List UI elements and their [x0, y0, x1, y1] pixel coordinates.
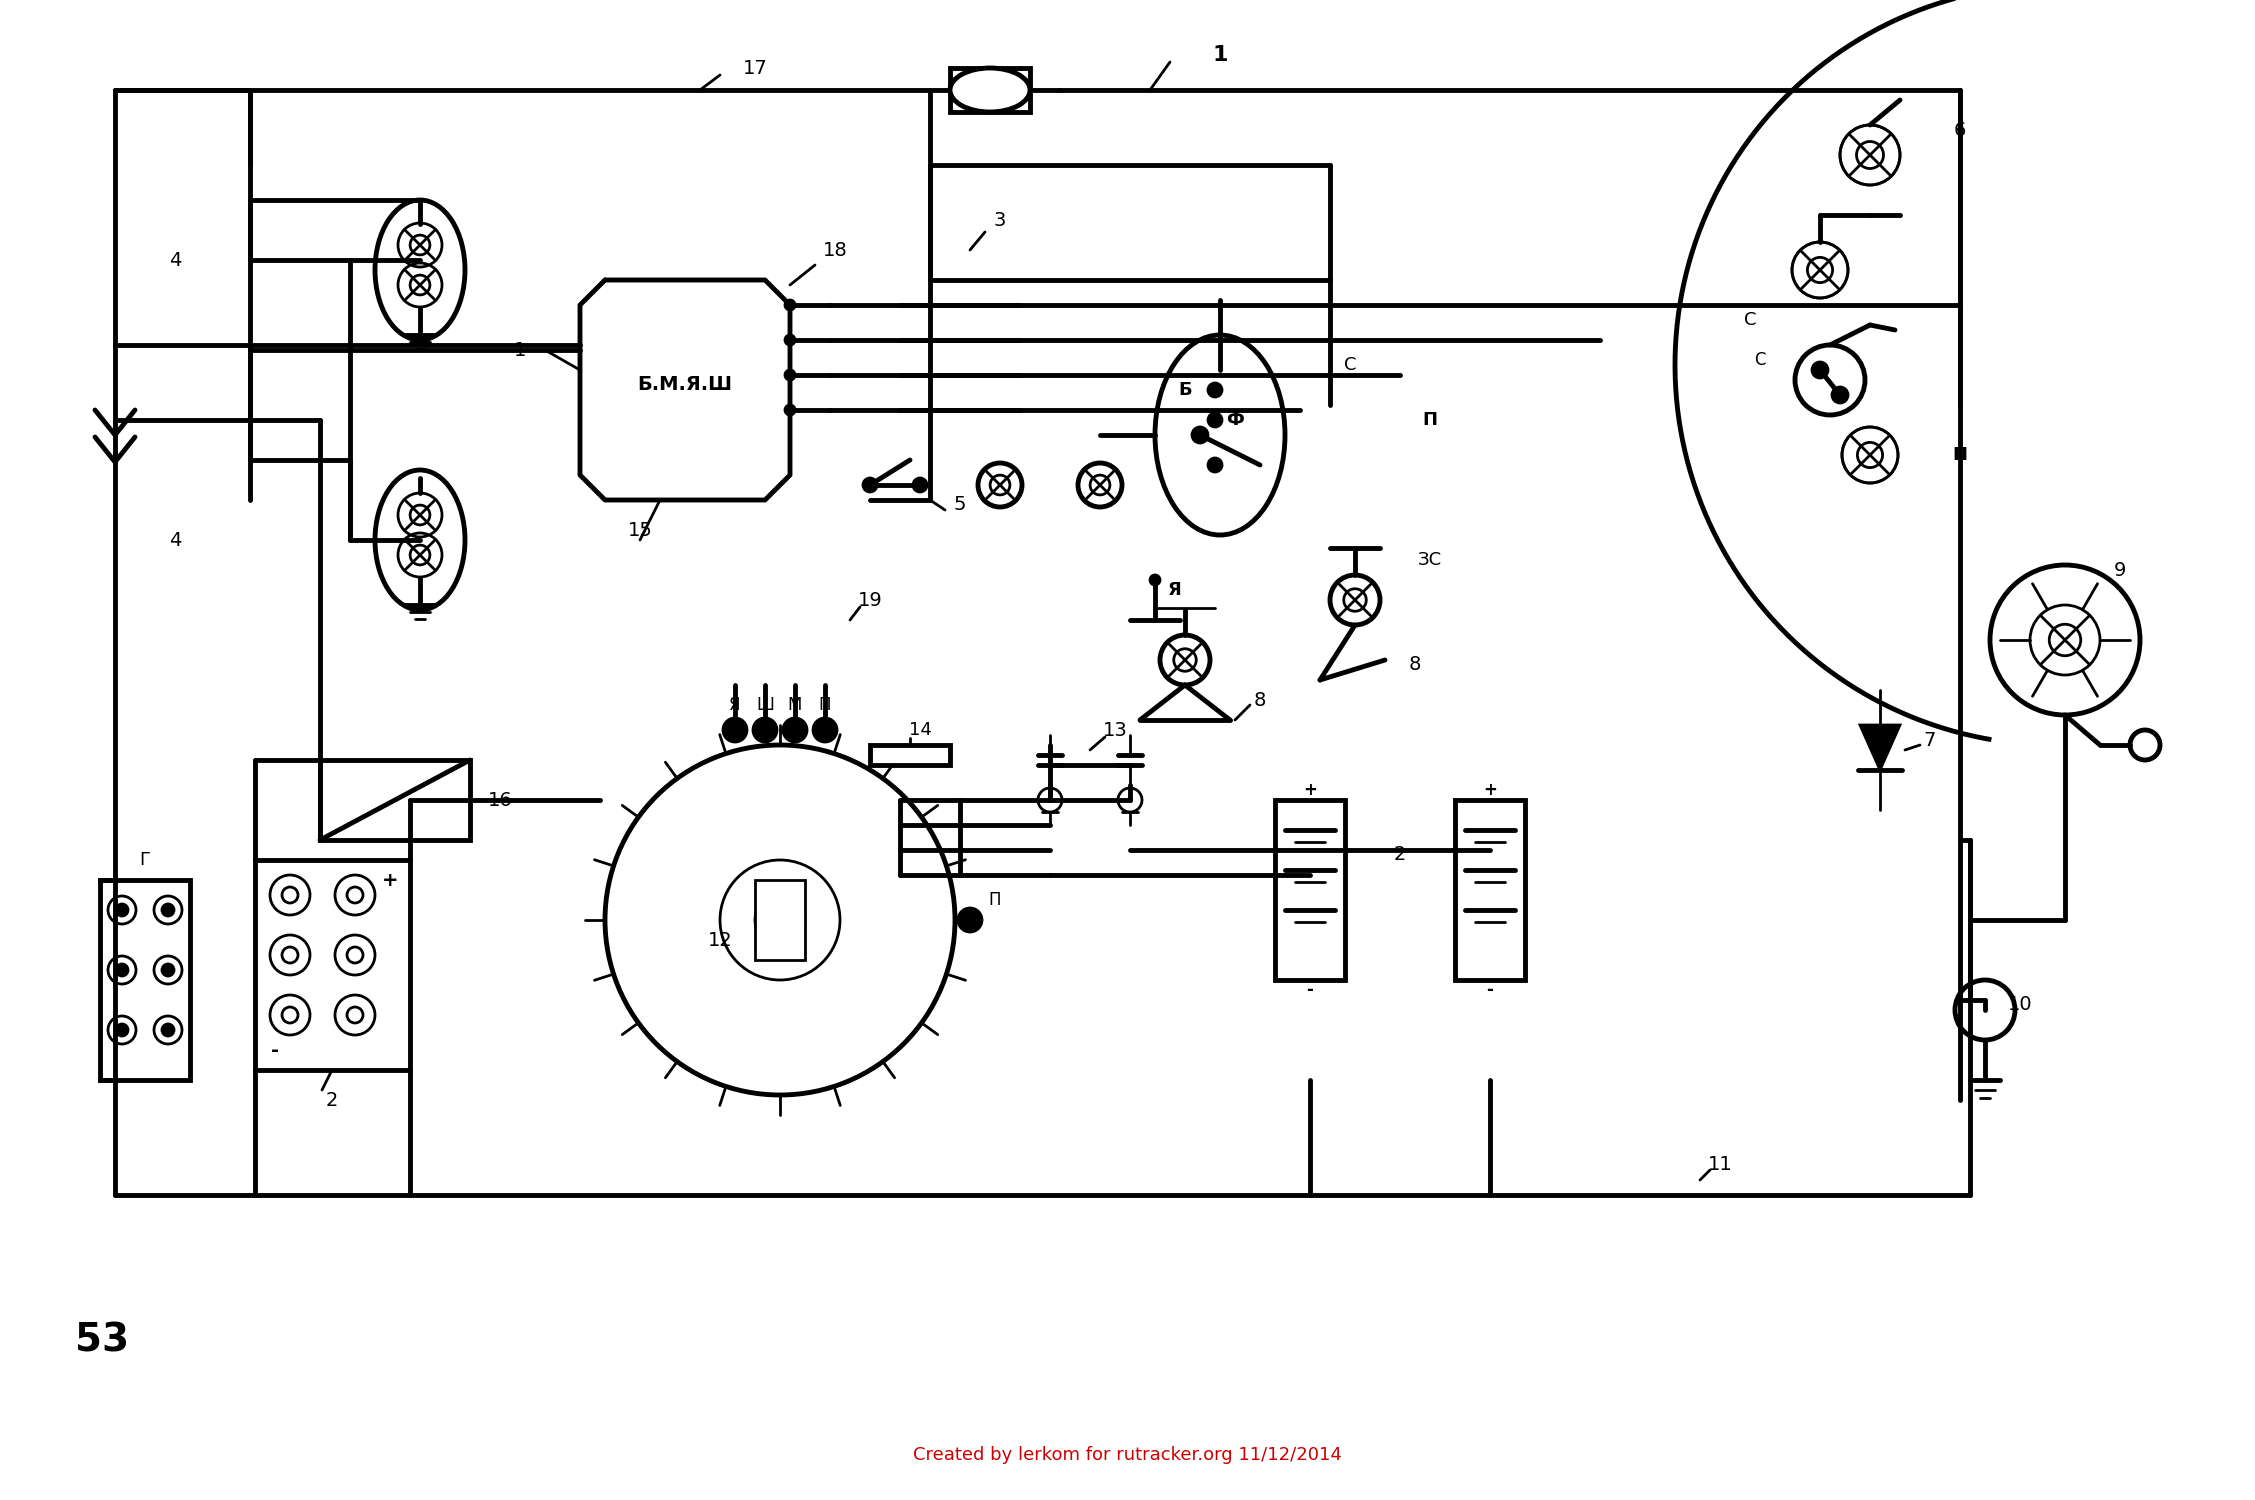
Text: Я: Я	[728, 696, 740, 714]
Text: 17: 17	[742, 58, 767, 78]
Text: 8: 8	[1409, 656, 1421, 675]
Text: П: П	[819, 696, 832, 714]
Circle shape	[753, 718, 778, 742]
Text: 5: 5	[954, 495, 965, 514]
Text: П: П	[1423, 411, 1436, 429]
Text: 1: 1	[1213, 45, 1227, 64]
Text: Б.М.Я.Ш: Б.М.Я.Ш	[638, 375, 733, 394]
Circle shape	[814, 718, 837, 742]
Circle shape	[1150, 574, 1159, 585]
Text: 18: 18	[823, 240, 848, 260]
Circle shape	[724, 718, 746, 742]
Circle shape	[1813, 362, 1829, 378]
Circle shape	[115, 1024, 129, 1036]
Text: -: -	[1306, 981, 1312, 999]
Text: П: П	[988, 891, 1001, 909]
Text: ЗС: ЗС	[1418, 550, 1441, 568]
Circle shape	[782, 718, 807, 742]
Text: 10: 10	[2007, 996, 2032, 1014]
Text: 13: 13	[1103, 720, 1128, 740]
Text: 6: 6	[1953, 120, 1966, 140]
Text: 14: 14	[909, 722, 931, 740]
Bar	[320, 760, 469, 840]
Text: 3: 3	[994, 210, 1006, 230]
Text: Ш: Ш	[755, 696, 773, 714]
Circle shape	[958, 908, 981, 932]
Circle shape	[1209, 458, 1222, 472]
Text: С: С	[1344, 356, 1355, 374]
Circle shape	[1209, 382, 1222, 398]
Bar	[99, 880, 189, 1080]
Bar	[255, 859, 410, 1070]
Circle shape	[913, 478, 927, 492]
Bar	[870, 746, 949, 765]
Text: -: -	[271, 1041, 280, 1059]
Text: Б: Б	[1177, 381, 1193, 399]
Text: 9: 9	[2113, 561, 2126, 579]
Text: 2: 2	[1394, 846, 1407, 864]
Text: 11: 11	[1707, 1155, 1732, 1174]
Circle shape	[162, 964, 174, 976]
Text: Created by lerkom for rutracker.org 11/12/2014: Created by lerkom for rutracker.org 11/1…	[913, 1446, 1342, 1464]
Circle shape	[115, 904, 129, 916]
Circle shape	[1831, 387, 1849, 404]
Text: 2: 2	[325, 1090, 338, 1110]
Circle shape	[1209, 413, 1222, 428]
Text: -: -	[1486, 981, 1493, 999]
Circle shape	[1193, 427, 1209, 442]
Text: 53: 53	[74, 1322, 129, 1359]
Circle shape	[162, 904, 174, 916]
Bar	[1454, 800, 1524, 980]
Circle shape	[785, 300, 796, 310]
Text: 15: 15	[627, 520, 652, 540]
Text: 7: 7	[1924, 730, 1937, 750]
Text: Я: Я	[1168, 580, 1182, 598]
Text: 19: 19	[857, 591, 882, 609]
Text: П: П	[1953, 446, 1969, 464]
Text: Г: Г	[140, 850, 151, 868]
Circle shape	[785, 370, 796, 380]
Text: 4: 4	[169, 531, 180, 549]
Text: Ф: Ф	[1227, 411, 1245, 429]
Circle shape	[864, 478, 877, 492]
Text: С: С	[1743, 310, 1757, 328]
Circle shape	[115, 964, 129, 976]
Text: 4: 4	[169, 251, 180, 270]
Polygon shape	[1860, 724, 1901, 770]
Text: 1: 1	[514, 340, 525, 360]
Circle shape	[785, 405, 796, 416]
Bar	[755, 880, 805, 960]
Bar	[949, 68, 1031, 112]
Text: +: +	[381, 870, 399, 889]
Text: 16: 16	[487, 790, 512, 810]
Text: М: М	[787, 696, 803, 714]
Text: +: +	[1303, 782, 1317, 800]
Bar	[1274, 800, 1344, 980]
Ellipse shape	[949, 68, 1031, 112]
Circle shape	[785, 334, 796, 345]
Text: 8: 8	[1254, 690, 1267, 709]
Text: С: С	[1754, 351, 1766, 369]
Text: +: +	[1484, 782, 1497, 800]
Circle shape	[162, 1024, 174, 1036]
Text: 12: 12	[708, 930, 733, 950]
